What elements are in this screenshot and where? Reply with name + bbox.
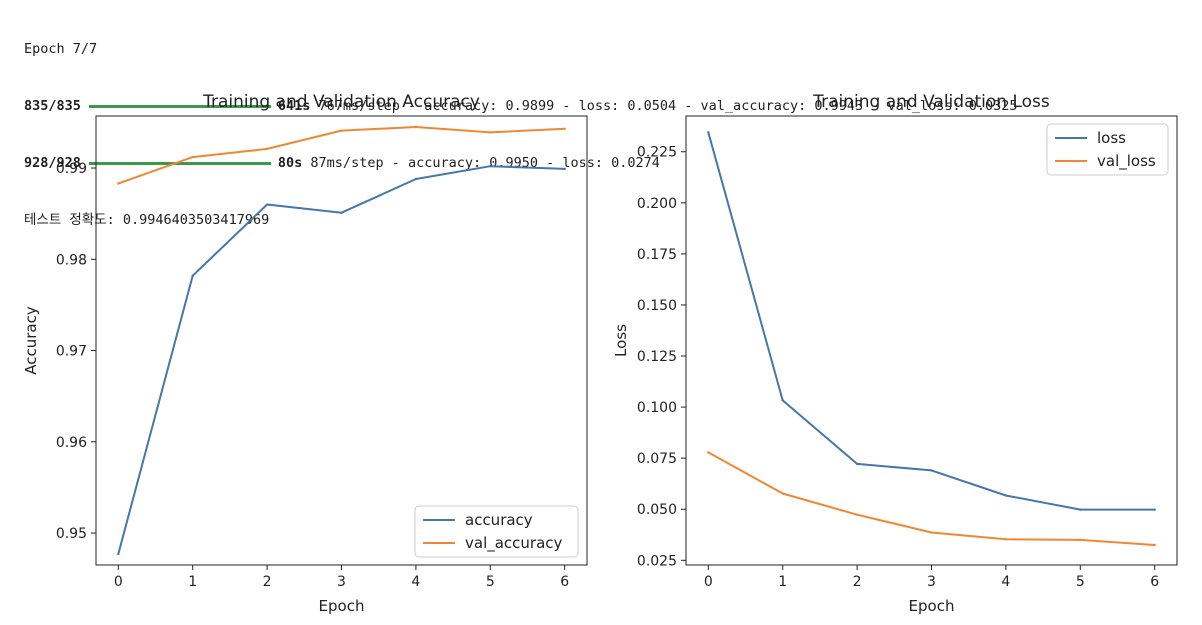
legend: loss val_loss	[1046, 123, 1169, 176]
data-point-loss	[930, 469, 933, 472]
x-tick-label: 6	[560, 574, 569, 590]
x-tick-label: 0	[704, 574, 713, 590]
x-tick-label: 3	[337, 574, 346, 590]
data-point-val_accuracy	[563, 127, 566, 130]
legend-label-loss: loss	[1097, 129, 1126, 147]
data-point-accuracy	[191, 274, 194, 277]
progress-bar	[88, 105, 271, 108]
data-point-accuracy	[489, 164, 492, 168]
elapsed-time: 80s	[277, 155, 303, 171]
data-point-val_accuracy	[414, 125, 418, 129]
x-tick-label: 1	[778, 574, 787, 590]
legend-label-val_loss: val_loss	[1097, 152, 1156, 171]
x-tick-label: 3	[927, 574, 936, 590]
y-tick-label: 0.025	[637, 553, 677, 569]
data-point-val_loss	[855, 513, 859, 516]
epoch-line: Epoch 7/7	[24, 41, 98, 57]
chart-title: Training and Validation Accuracy	[202, 92, 480, 112]
data-point-val_loss	[1004, 538, 1008, 541]
progress-line-test: 928/928 80s 87ms/step - accuracy: 0.9950 …	[24, 154, 1018, 173]
x-axis-label: Epoch	[319, 597, 365, 615]
series-line-val_loss	[707, 451, 1155, 546]
x-tick-label: 5	[486, 574, 495, 590]
data-point-val_accuracy	[340, 129, 343, 132]
chart-title: Training and Validation Loss	[812, 92, 1050, 112]
y-tick-label: 0.150	[637, 298, 677, 314]
y-tick-label: 0.100	[637, 400, 677, 416]
data-point-val_loss	[707, 451, 710, 454]
data-point-loss	[1079, 508, 1082, 511]
data-point-val_accuracy	[489, 131, 492, 134]
legend-box	[414, 505, 579, 558]
y-tick-label: 0.225	[637, 145, 677, 161]
y-tick-label: 0.075	[637, 451, 677, 467]
legend-label-val_accuracy: val_accuracy	[465, 534, 563, 553]
x-tick-label: 4	[411, 574, 420, 590]
loss-chart: Training and Validation Loss 0 1 2 3 4 5 6 0.025…	[612, 92, 1178, 615]
data-point-accuracy	[414, 177, 418, 181]
console-output: Epoch 7/7 835/835 641s 767ms/step - accur…	[24, 2, 1018, 249]
x-axis-label: Epoch	[909, 597, 955, 615]
progress-count: 835/835	[24, 98, 81, 114]
x-tick-label: 5	[1076, 574, 1085, 590]
data-point-accuracy	[117, 552, 120, 556]
data-point-val_loss	[1153, 543, 1156, 547]
data-point-accuracy	[265, 203, 269, 206]
series-line-accuracy	[117, 165, 565, 555]
data-point-loss	[1153, 508, 1156, 511]
x-tick-label: 2	[263, 574, 272, 590]
y-tick-label: 0.200	[637, 196, 677, 212]
legend: accuracy val_accuracy	[414, 505, 579, 558]
legend-box	[1046, 123, 1169, 176]
data-point-loss	[707, 131, 710, 134]
progress-count: 928/928	[24, 155, 81, 171]
metrics-text: 767ms/step - accuracy: 0.9899 - loss: 0.…	[310, 98, 1018, 114]
data-point-val_accuracy	[117, 182, 120, 185]
y-axis-label: Loss	[612, 324, 630, 357]
data-point-loss	[1004, 494, 1008, 497]
data-point-val_loss	[781, 492, 784, 495]
x-tick-label: 6	[1150, 574, 1159, 590]
x-tick-label: 1	[188, 574, 197, 590]
legend-label-accuracy: accuracy	[465, 511, 533, 529]
data-point-accuracy	[563, 167, 566, 171]
data-point-loss	[781, 399, 784, 402]
plot-frame	[95, 115, 588, 566]
data-point-val_accuracy	[191, 155, 194, 159]
y-tick-label: 0.97	[56, 344, 87, 360]
y-tick-label: 0.98	[56, 252, 87, 268]
accuracy-chart: Training and Validation Accuracy 0 1 2 3 4 5 6 0…	[22, 92, 588, 615]
elapsed-time: 641s	[277, 98, 311, 114]
y-axis-label: Accuracy	[22, 306, 40, 375]
data-point-loss	[855, 462, 859, 466]
progress-line-train: 835/835 641s 767ms/step - accuracy: 0.989…	[24, 97, 1018, 116]
x-tick-label: 0	[114, 574, 123, 590]
series-line-loss	[707, 132, 1155, 511]
data-point-val_loss	[930, 531, 933, 534]
series-line-val_accuracy	[117, 126, 565, 185]
y-tick-label: 0.96	[56, 435, 87, 451]
data-point-accuracy	[340, 211, 343, 214]
plot-frame	[685, 115, 1178, 566]
y-tick-label: 0.95	[56, 526, 87, 542]
progress-bar	[88, 162, 271, 165]
x-tick-label: 2	[853, 574, 862, 590]
y-tick-label: 0.050	[637, 502, 677, 518]
y-tick-label: 0.99	[56, 161, 87, 177]
data-point-val_accuracy	[265, 147, 269, 151]
y-tick-label: 0.175	[637, 247, 677, 263]
x-tick-label: 4	[1001, 574, 1010, 590]
test-accuracy-line: 테스트 정확도: 0.9946403503417969	[24, 212, 270, 228]
y-tick-label: 0.125	[637, 349, 677, 365]
data-point-val_loss	[1079, 538, 1082, 542]
